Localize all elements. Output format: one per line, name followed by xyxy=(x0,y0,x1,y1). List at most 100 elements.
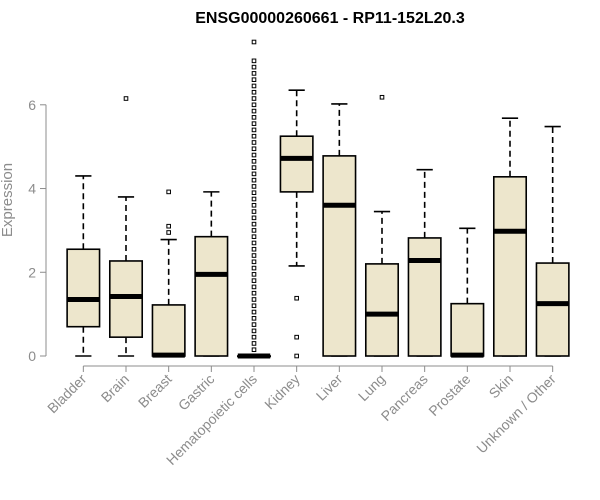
outlier-point xyxy=(251,58,257,64)
outlier-point xyxy=(251,316,257,321)
outlier-point xyxy=(251,77,257,82)
outlier-point xyxy=(251,64,257,70)
outlier-point xyxy=(251,83,257,89)
box-iqr xyxy=(322,155,357,357)
box-unknown-other xyxy=(535,125,570,357)
box-iqr xyxy=(194,235,229,357)
outlier-point xyxy=(123,96,129,101)
outlier-point xyxy=(379,94,385,100)
x-tick-label: Gastric xyxy=(175,371,218,414)
outlier-point xyxy=(251,39,257,45)
box-bladder xyxy=(66,175,101,357)
outlier-point xyxy=(251,196,257,202)
outlier-point xyxy=(251,221,257,227)
x-tick-label: Unknown / Other xyxy=(473,371,559,457)
outlier-point xyxy=(251,133,257,139)
outlier-point xyxy=(251,121,257,126)
x-tick-label: Skin xyxy=(486,371,517,402)
outlier-point xyxy=(294,353,299,359)
outlier-point xyxy=(251,165,257,170)
box-iqr xyxy=(279,135,314,193)
box-iqr xyxy=(407,237,442,357)
outlier-point xyxy=(251,322,257,327)
outlier-point xyxy=(166,223,171,229)
box-pancreas xyxy=(407,168,442,357)
outlier-point xyxy=(251,146,257,152)
outlier-point xyxy=(251,115,257,120)
box-breast xyxy=(151,189,186,358)
y-tick-label: 0 xyxy=(28,348,36,364)
box-iqr xyxy=(66,248,101,328)
box-iqr xyxy=(535,262,570,357)
box-hematopoietic-cells xyxy=(236,39,272,359)
outlier-point xyxy=(251,259,257,265)
box-iqr xyxy=(151,304,186,357)
x-tick-label: Breast xyxy=(135,371,175,411)
outlier-point xyxy=(251,96,257,101)
outlier-point xyxy=(251,328,257,334)
outlier-point xyxy=(251,152,257,158)
outlier-point xyxy=(251,184,257,189)
chart-title: ENSG00000260661 - RP11-152L20.3 xyxy=(195,10,465,27)
outlier-point xyxy=(251,246,257,252)
y-tick-label: 4 xyxy=(28,181,36,197)
outlier-point xyxy=(251,140,257,145)
outlier-point xyxy=(251,347,257,353)
box-kidney xyxy=(279,89,314,359)
x-tick-label: Kidney xyxy=(261,371,303,413)
outlier-point xyxy=(251,341,257,346)
x-tick-label: Liver xyxy=(313,371,346,404)
y-tick-label: 2 xyxy=(28,264,36,280)
outlier-point xyxy=(166,189,171,195)
outlier-point xyxy=(251,272,257,277)
outlier-point xyxy=(294,334,299,340)
outlier-point xyxy=(251,284,257,290)
outlier-point xyxy=(251,278,257,283)
outlier-point xyxy=(251,290,257,296)
outlier-point xyxy=(251,303,257,309)
outlier-point xyxy=(251,209,257,214)
outlier-point xyxy=(251,102,257,108)
box-iqr xyxy=(450,302,485,357)
box-lung xyxy=(364,94,400,357)
box-gastric xyxy=(194,191,229,357)
outlier-point xyxy=(251,177,257,183)
box-iqr xyxy=(492,176,528,357)
outlier-point xyxy=(251,297,257,302)
y-axis: 0 2 4 6 xyxy=(28,97,47,364)
outlier-point xyxy=(251,215,257,221)
outlier-point xyxy=(251,309,257,315)
outlier-point xyxy=(251,171,257,177)
x-tick-label: Prostate xyxy=(425,371,473,419)
outlier-point xyxy=(251,334,257,340)
x-tick-label: Pancreas xyxy=(378,371,431,424)
box-liver xyxy=(322,103,357,357)
y-tick-label: 6 xyxy=(28,97,36,113)
y-axis-label: Expression xyxy=(0,163,16,237)
outlier-point xyxy=(251,89,257,95)
outlier-point xyxy=(251,159,257,164)
outlier-point xyxy=(251,190,257,196)
outlier-point xyxy=(251,234,257,239)
box-skin xyxy=(492,117,528,357)
outlier-point xyxy=(251,240,257,246)
x-tick-label: Bladder xyxy=(44,371,90,417)
box-prostate xyxy=(450,227,485,358)
outlier-point xyxy=(251,202,257,208)
outlier-point xyxy=(251,108,257,114)
x-tick-label: Brain xyxy=(98,371,132,405)
outlier-point xyxy=(251,228,257,233)
x-tick-label: Lung xyxy=(355,371,388,404)
box-brain xyxy=(108,96,144,357)
outlier-point xyxy=(251,253,257,258)
outlier-point xyxy=(251,71,257,76)
box-series xyxy=(66,39,570,359)
outlier-point xyxy=(166,230,171,235)
outlier-point xyxy=(251,127,257,133)
outlier-point xyxy=(251,265,257,271)
outlier-point xyxy=(294,295,299,301)
box-iqr xyxy=(364,263,400,357)
box-iqr xyxy=(108,260,144,338)
